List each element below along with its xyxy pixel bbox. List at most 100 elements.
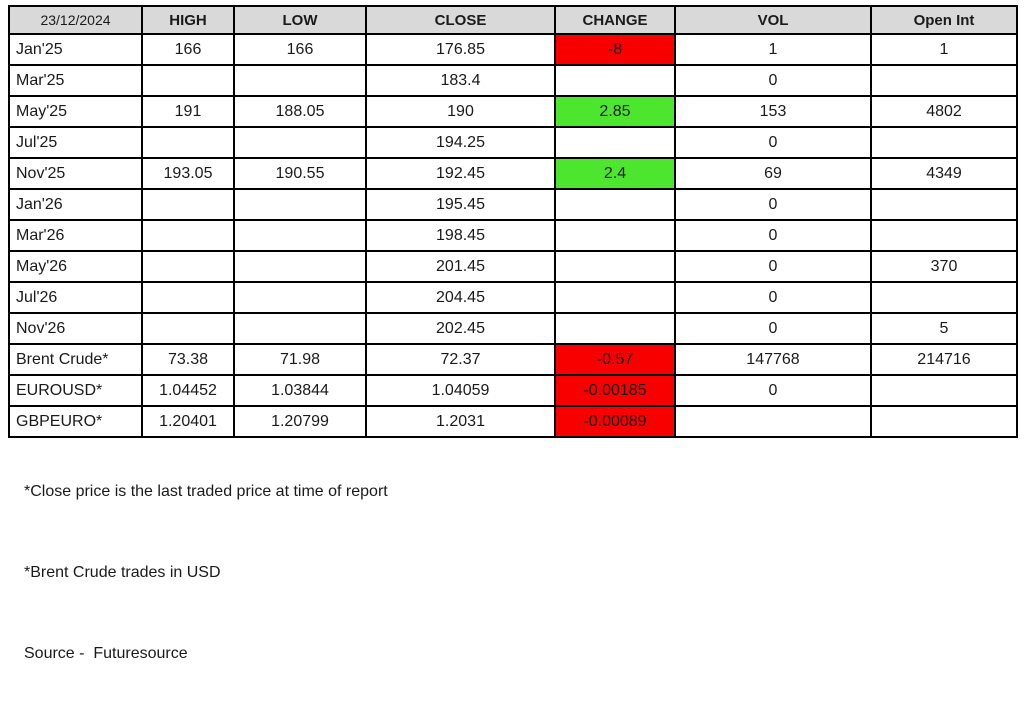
- contract-label: May'26: [8, 250, 143, 283]
- table-row: Jul'26 204.45 0: [8, 281, 1018, 314]
- high-value: [141, 64, 235, 97]
- contract-label: GBPEURO*: [8, 405, 143, 438]
- change-value: [554, 250, 676, 283]
- close-value: 1.2031: [365, 405, 556, 438]
- open-int-value: 4802: [870, 95, 1018, 128]
- open-int-value: [870, 405, 1018, 438]
- contract-label: Mar'26: [8, 219, 143, 252]
- contract-label: EUROUSD*: [8, 374, 143, 407]
- vol-value: 69: [674, 157, 872, 190]
- vol-value: 0: [674, 281, 872, 314]
- column-header-low: LOW: [233, 5, 367, 35]
- low-value: 1.03844: [233, 374, 367, 407]
- high-value: 166: [141, 33, 235, 66]
- table-row: Jan'25 166 166 176.85 -8 1 1: [8, 33, 1018, 66]
- open-int-value: 214716: [870, 343, 1018, 376]
- low-value: [233, 188, 367, 221]
- contract-label: Mar'25: [8, 64, 143, 97]
- change-value: [554, 126, 676, 159]
- vol-value: 153: [674, 95, 872, 128]
- low-value: [233, 126, 367, 159]
- low-value: 188.05: [233, 95, 367, 128]
- column-header-close: CLOSE: [365, 5, 556, 35]
- vol-value: 0: [674, 126, 872, 159]
- low-value: [233, 64, 367, 97]
- vol-value: 0: [674, 188, 872, 221]
- change-value: 2.4: [554, 157, 676, 190]
- close-value: 183.4: [365, 64, 556, 97]
- low-value: 1.20799: [233, 405, 367, 438]
- table-row: EUROUSD* 1.04452 1.03844 1.04059 -0.00185 0: [8, 374, 1018, 407]
- change-value: [554, 188, 676, 221]
- high-value: [141, 126, 235, 159]
- table-row: Nov'25 193.05 190.55 192.45 2.4 69 4349: [8, 157, 1018, 190]
- column-header-change: CHANGE: [554, 5, 676, 35]
- open-int-value: 370: [870, 250, 1018, 283]
- table-row: Brent Crude* 73.38 71.98 72.37 -0.57 147768 21…: [8, 343, 1018, 376]
- vol-value: 0: [674, 374, 872, 407]
- close-value: 204.45: [365, 281, 556, 314]
- report-date-cell: 23/12/2024: [8, 5, 143, 35]
- futures-price-report: 23/12/2024 HIGH LOW CLOSE CHANGE VOL Ope…: [8, 5, 1018, 662]
- high-value: [141, 250, 235, 283]
- open-int-value: [870, 64, 1018, 97]
- table-row: Jul'25 194.25 0: [8, 126, 1018, 159]
- column-header-openint: Open Int: [870, 5, 1018, 35]
- open-int-value: [870, 126, 1018, 159]
- contract-label: Jan'26: [8, 188, 143, 221]
- low-value: [233, 219, 367, 252]
- open-int-value: [870, 188, 1018, 221]
- high-value: 1.20401: [141, 405, 235, 438]
- vol-value: 0: [674, 312, 872, 345]
- footnote-brent-usd: *Brent Crude trades in USD: [24, 564, 221, 581]
- open-int-value: 4349: [870, 157, 1018, 190]
- table-row: May'26 201.45 0 370: [8, 250, 1018, 283]
- change-value: [554, 64, 676, 97]
- contract-label: Jul'25: [8, 126, 143, 159]
- high-value: [141, 281, 235, 314]
- high-value: 1.04452: [141, 374, 235, 407]
- close-value: 202.45: [365, 312, 556, 345]
- low-value: 71.98: [233, 343, 367, 376]
- close-value: 72.37: [365, 343, 556, 376]
- futures-table: 23/12/2024 HIGH LOW CLOSE CHANGE VOL Ope…: [8, 5, 1018, 438]
- high-value: [141, 312, 235, 345]
- close-value: 201.45: [365, 250, 556, 283]
- column-header-vol: VOL: [674, 5, 872, 35]
- close-value: 176.85: [365, 33, 556, 66]
- table-row: Mar'25 183.4 0: [8, 64, 1018, 97]
- close-value: 1.04059: [365, 374, 556, 407]
- change-value: [554, 281, 676, 314]
- low-value: 166: [233, 33, 367, 66]
- close-value: 194.25: [365, 126, 556, 159]
- vol-value: [674, 405, 872, 438]
- vol-value: 1: [674, 33, 872, 66]
- table-header: 23/12/2024 HIGH LOW CLOSE CHANGE VOL Ope…: [8, 5, 1018, 35]
- table-body: Jan'25 166 166 176.85 -8 1 1 Mar'25 183.4 0 May'25…: [8, 33, 1018, 438]
- contract-label: May'25: [8, 95, 143, 128]
- open-int-value: 1: [870, 33, 1018, 66]
- high-value: [141, 219, 235, 252]
- footnote-source: Source - Futuresource: [24, 645, 188, 662]
- change-value: -0.00089: [554, 405, 676, 438]
- change-value: -0.57: [554, 343, 676, 376]
- low-value: [233, 281, 367, 314]
- footnote-close-price: *Close price is the last traded price at…: [24, 483, 388, 500]
- table-row: May'25 191 188.05 190 2.85 153 4802: [8, 95, 1018, 128]
- vol-value: 147768: [674, 343, 872, 376]
- close-value: 192.45: [365, 157, 556, 190]
- close-value: 195.45: [365, 188, 556, 221]
- contract-label: Nov'26: [8, 312, 143, 345]
- low-value: [233, 312, 367, 345]
- contract-label: Jan'25: [8, 33, 143, 66]
- high-value: 73.38: [141, 343, 235, 376]
- table-header-row: 23/12/2024 HIGH LOW CLOSE CHANGE VOL Ope…: [8, 5, 1018, 35]
- change-value: 2.85: [554, 95, 676, 128]
- close-value: 190: [365, 95, 556, 128]
- contract-label: Nov'25: [8, 157, 143, 190]
- open-int-value: 5: [870, 312, 1018, 345]
- change-value: -8: [554, 33, 676, 66]
- footnotes: *Close price is the last traded price at…: [24, 424, 388, 721]
- contract-label: Jul'26: [8, 281, 143, 314]
- high-value: [141, 188, 235, 221]
